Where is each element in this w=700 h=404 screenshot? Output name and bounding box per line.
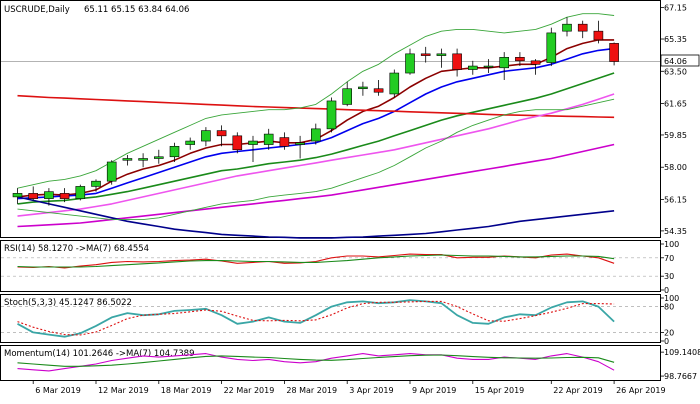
candle-body: [216, 130, 227, 137]
current-price-box: [660, 54, 700, 67]
stoch-panel-frame: [0, 294, 661, 343]
candle-body: [405, 53, 415, 74]
momentum-y-tick-label: 109.1408: [664, 348, 700, 357]
candle-body: [279, 137, 290, 147]
candle-body: [201, 130, 211, 142]
candle-body: [530, 60, 541, 65]
candle-body: [358, 86, 368, 90]
overlay-line: [17, 98, 615, 221]
main-y-tick-label: 54.35: [664, 227, 687, 236]
candle-body: [310, 128, 321, 142]
x-tick-label: 18 Mar 2019: [161, 386, 212, 395]
main-y-tick-label: 63.50: [664, 67, 687, 76]
rsi-y-tick-label: 30: [664, 272, 674, 281]
candle-body: [499, 57, 510, 69]
candle-body: [593, 30, 604, 41]
stoch-y-tick-label: 20: [664, 328, 674, 337]
candle-body: [452, 53, 462, 70]
x-tick-label: 28 Mar 2019: [286, 386, 337, 395]
candle-body: [154, 156, 164, 159]
candle-body: [389, 72, 400, 95]
sub-layer: [1, 253, 660, 372]
momentum-panel-frame: [0, 345, 661, 381]
main-y-tick-label: 61.65: [664, 100, 687, 109]
stoch-series-line: [17, 299, 615, 338]
stoch-series-line: [17, 300, 615, 336]
x-tick-label: 3 Apr 2019: [349, 386, 393, 395]
main-title: USCRUDE,Daily: [4, 5, 70, 15]
x-tick-label: 26 Apr 2019: [616, 386, 665, 395]
overlay-line: [17, 196, 615, 239]
ohlc-label: 65.11 65.15 63.84 64.06: [84, 5, 189, 15]
x-tick-label: 12 Mar 2019: [98, 386, 149, 395]
candle-body: [609, 43, 619, 62]
stoch-title: Stoch(5,3,3) 45.1247 86.5022: [4, 298, 132, 308]
x-tick-label: 9 Apr 2019: [412, 386, 456, 395]
candle-body: [436, 53, 447, 56]
candle-body: [342, 88, 353, 105]
candle-body: [420, 53, 431, 56]
candle-body: [546, 32, 557, 63]
candle-body: [28, 193, 39, 199]
candle-body: [91, 180, 101, 187]
overlay-line: [17, 72, 615, 205]
candle-body: [562, 23, 572, 32]
x-tick-label: 22 Mar 2019: [224, 386, 275, 395]
rsi-y-tick-label: 100: [664, 240, 679, 249]
x-tick-label: 15 Apr 2019: [475, 386, 524, 395]
candle-body: [467, 65, 478, 70]
main-layer: [1, 13, 660, 239]
candle-body: [44, 191, 54, 199]
candle-body: [122, 158, 133, 161]
candle-body: [75, 186, 86, 199]
candle-body: [106, 161, 117, 182]
rsi-title: RSI(14) 58.1270 ->MA(7) 68.4554: [4, 244, 149, 254]
candle-body: [515, 57, 525, 62]
stoch-y-tick-label: 100: [664, 294, 679, 303]
candle-body: [248, 140, 258, 145]
momentum-title: Momentum(14) 101.2646 ->MA(7) 104.7389: [4, 349, 194, 359]
candle-body: [232, 135, 243, 151]
rsi-panel-frame: [0, 240, 661, 292]
rsi-y-tick-label: 0: [664, 286, 669, 295]
main-y-tick-label: 59.85: [664, 131, 687, 140]
candle-body: [326, 100, 337, 130]
candle-body: [185, 140, 195, 145]
x-tick-label: 22 Apr 2019: [553, 386, 602, 395]
candle-body: [169, 145, 180, 158]
candle-body: [263, 133, 274, 145]
overlay-line: [17, 93, 615, 217]
candle-body: [295, 142, 305, 145]
overlay-line: [17, 13, 615, 189]
rsi-series-line: [17, 254, 615, 268]
stoch-y-tick-label: 80: [664, 303, 674, 312]
overlay-line: [17, 94, 615, 119]
x-tick-label: 6 Mar 2019: [35, 386, 81, 395]
momentum-series-line: [17, 354, 615, 367]
candle-body: [59, 193, 70, 199]
candle-body: [577, 23, 588, 32]
candle-body: [12, 193, 23, 198]
rsi-y-tick-label: 70: [664, 254, 674, 263]
main-y-tick-label: 65.35: [664, 35, 687, 44]
candle-body: [483, 65, 494, 68]
axis-layer: 67.15 65.35 63.50 61.65 59.85 58.00 56.15 54.35…: [32, 4, 700, 395]
stoch-y-tick-label: 0: [664, 337, 669, 346]
current-price-label: 64.06: [664, 57, 687, 66]
momentum-y-tick-label: 98.7667: [664, 372, 697, 381]
candle-body: [373, 88, 384, 93]
main-y-tick-label: 56.15: [664, 195, 687, 204]
main-y-tick-label: 67.15: [664, 4, 687, 13]
candle-body: [138, 158, 148, 161]
main-y-tick-label: 58.00: [664, 163, 687, 172]
